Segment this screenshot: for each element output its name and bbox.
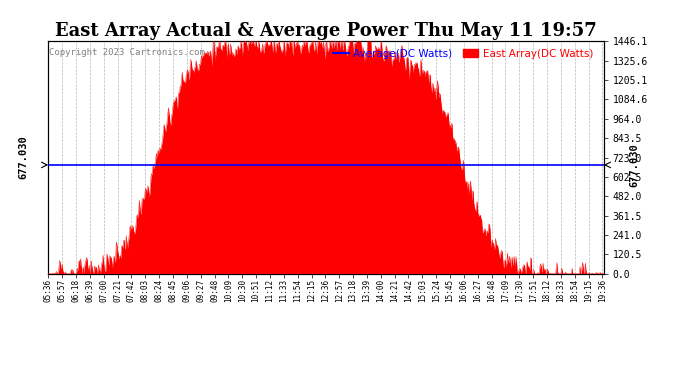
Text: 677.030: 677.030 xyxy=(19,136,28,179)
Title: East Array Actual & Average Power Thu May 11 19:57: East Array Actual & Average Power Thu Ma… xyxy=(55,22,597,40)
Legend: Average(DC Watts), East Array(DC Watts): Average(DC Watts), East Array(DC Watts) xyxy=(333,49,593,59)
Text: 677.030: 677.030 xyxy=(629,143,640,187)
Text: Copyright 2023 Cartronics.com: Copyright 2023 Cartronics.com xyxy=(49,48,205,57)
